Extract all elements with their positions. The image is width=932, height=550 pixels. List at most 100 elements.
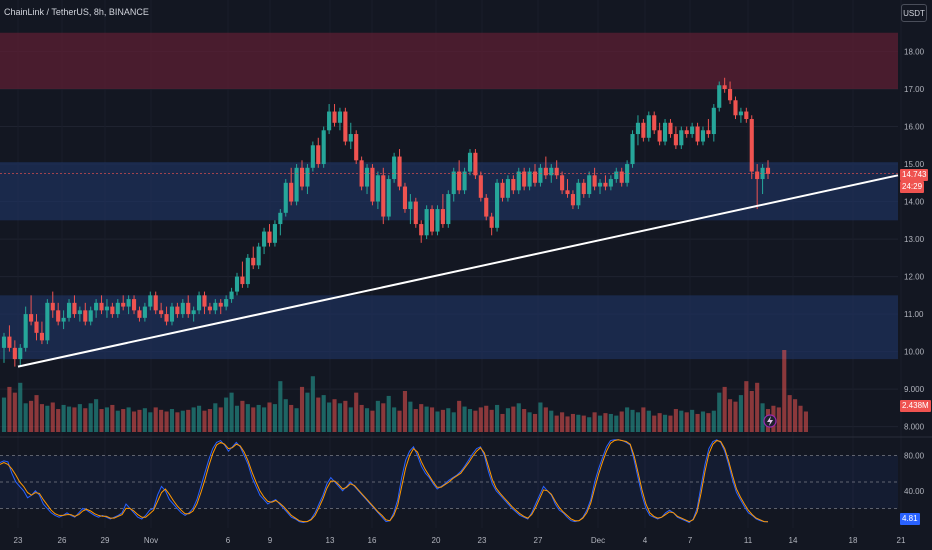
volume-bar bbox=[576, 414, 581, 432]
time-axis[interactable]: 23 26 29 Nov 6 9 13 16 20 23 27 Dec 4 7 11 14 18 21 bbox=[14, 536, 906, 545]
candle-body bbox=[397, 156, 402, 187]
candle-body bbox=[419, 224, 424, 236]
volume-bar bbox=[186, 409, 191, 432]
volume-bar bbox=[343, 400, 348, 432]
volume-bar bbox=[782, 350, 787, 432]
volume-bar bbox=[446, 408, 451, 432]
volume-bar bbox=[359, 404, 364, 432]
time-tick-label: 29 bbox=[101, 536, 110, 545]
candle-body bbox=[695, 126, 700, 142]
volume-bar bbox=[657, 413, 662, 432]
volume-bar bbox=[337, 403, 343, 432]
volume-bar bbox=[700, 411, 706, 432]
candle-body bbox=[706, 130, 711, 135]
volume-bar bbox=[435, 411, 440, 432]
candle-body bbox=[348, 134, 353, 142]
candle-body bbox=[262, 231, 267, 247]
candle-body bbox=[451, 171, 456, 195]
volume-bar bbox=[283, 399, 288, 432]
volume-bar bbox=[554, 415, 559, 432]
candle-body bbox=[375, 175, 380, 202]
trendline[interactable] bbox=[17, 174, 899, 368]
volume-bar bbox=[153, 407, 158, 432]
volume-bar bbox=[251, 407, 256, 432]
countdown-badge: 24:29 bbox=[900, 181, 925, 193]
volume-bar bbox=[603, 413, 608, 432]
candle-body bbox=[560, 175, 565, 191]
volume-bar bbox=[94, 399, 99, 432]
time-tick-label: 23 bbox=[478, 536, 487, 545]
candle-body bbox=[554, 167, 559, 176]
candle-body bbox=[56, 310, 61, 322]
price-tick-label: 9.000 bbox=[904, 385, 925, 394]
volume-bar bbox=[61, 404, 66, 432]
candle-body bbox=[722, 85, 727, 90]
volume-bar bbox=[538, 402, 543, 432]
volume-bar bbox=[738, 395, 743, 432]
candle-body bbox=[148, 295, 153, 307]
candle-body bbox=[565, 190, 570, 195]
candle-body bbox=[738, 111, 743, 116]
zone-resistance bbox=[0, 32, 898, 90]
volume-bar bbox=[180, 410, 185, 432]
volume-bar bbox=[722, 386, 727, 432]
candle-body bbox=[505, 179, 510, 198]
candle-body bbox=[267, 231, 272, 243]
candle-body bbox=[72, 302, 77, 315]
candle-body bbox=[511, 179, 516, 191]
currency-button[interactable]: USDT bbox=[901, 4, 927, 22]
stochastic-line-k bbox=[0, 439, 769, 524]
lightning-icon[interactable] bbox=[763, 414, 777, 428]
candle-body bbox=[473, 152, 478, 176]
candle-body bbox=[337, 111, 343, 123]
volume-bar bbox=[375, 400, 380, 432]
volume-bar bbox=[332, 399, 337, 432]
candle-body bbox=[484, 197, 489, 217]
candle-body bbox=[332, 111, 337, 123]
volume-bar bbox=[614, 415, 619, 432]
volume-bar bbox=[364, 408, 370, 432]
candle-body bbox=[50, 302, 55, 311]
volume-bar bbox=[88, 403, 93, 432]
volume-bar bbox=[695, 413, 700, 432]
candle-body bbox=[516, 171, 521, 191]
candlesticks bbox=[1, 77, 771, 367]
volume-bar bbox=[110, 404, 115, 432]
volume-bar bbox=[429, 407, 435, 432]
candle-body bbox=[668, 122, 673, 135]
volume-bar bbox=[619, 411, 624, 432]
stochastic-tick-label: 80.00 bbox=[904, 452, 925, 461]
volume-bar bbox=[224, 397, 229, 432]
volume-bar bbox=[549, 410, 554, 432]
price-tick-label: 15.00 bbox=[904, 160, 925, 169]
candle-body bbox=[381, 175, 386, 217]
price-tick-label: 14.00 bbox=[904, 198, 925, 207]
candle-body bbox=[662, 122, 668, 142]
price-axis[interactable]: 8.000 9.000 10.00 11.00 12.00 13.00 14.00 15.00… bbox=[904, 48, 925, 496]
price-zones bbox=[0, 32, 898, 360]
candle-body bbox=[462, 171, 467, 191]
volume-bar bbox=[711, 410, 716, 432]
volume-bar bbox=[668, 415, 673, 432]
candle-body bbox=[630, 134, 635, 165]
volume-bar bbox=[608, 413, 613, 432]
candle-body bbox=[197, 295, 202, 311]
volume-bar bbox=[126, 407, 131, 432]
volume-bar bbox=[99, 409, 104, 432]
candle-body bbox=[728, 89, 733, 101]
candle-body bbox=[749, 119, 754, 172]
price-tick-label: 18.00 bbox=[904, 48, 925, 57]
volume-bar bbox=[440, 409, 445, 432]
candle-body bbox=[18, 347, 23, 360]
time-tick-label: 18 bbox=[849, 536, 858, 545]
candle-body bbox=[77, 310, 82, 315]
candle-body bbox=[435, 209, 440, 232]
symbol-title[interactable]: ChainLink / TetherUS, 8h, BINANCE bbox=[4, 7, 149, 17]
volume-bar bbox=[516, 403, 521, 432]
candle-body bbox=[440, 209, 445, 225]
candle-body bbox=[218, 302, 223, 307]
candle-body bbox=[256, 246, 261, 266]
volume-bar bbox=[798, 405, 803, 432]
volume-bar bbox=[137, 409, 142, 432]
